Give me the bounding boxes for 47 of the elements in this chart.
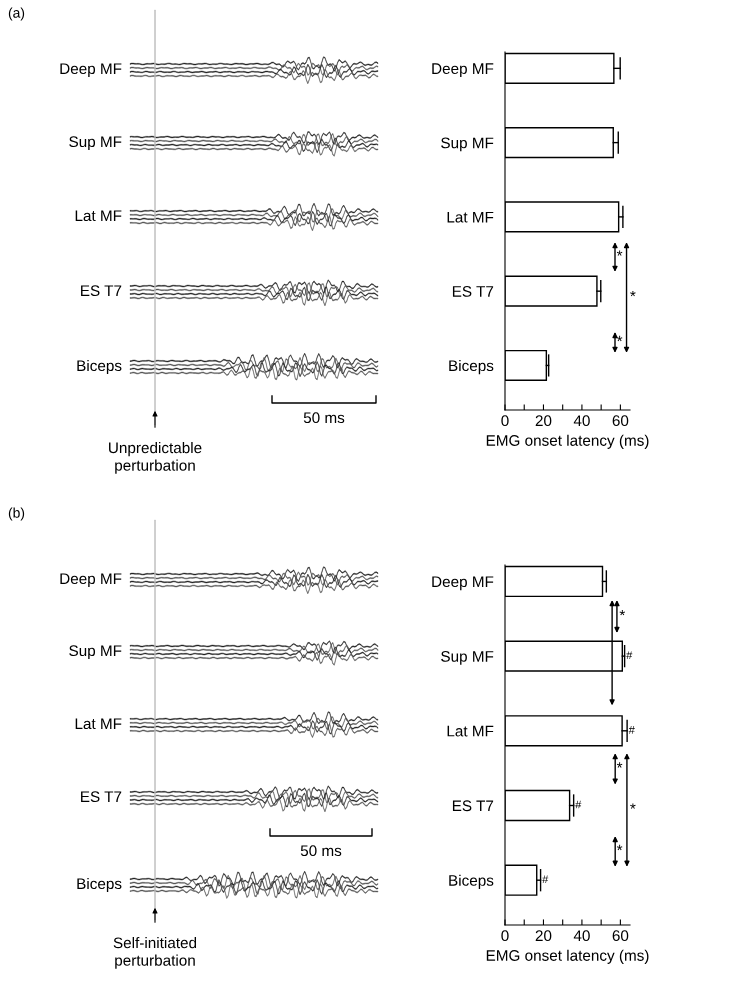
x-tick-label: 40 — [573, 415, 590, 427]
text: Self-initiated perturbation — [113, 937, 197, 969]
text: Unpredictable perturbation — [109, 442, 202, 474]
text: Biceps — [77, 877, 122, 893]
y-tick-label: Biceps — [449, 874, 494, 889]
x-tick-label: 0 — [501, 415, 509, 427]
text: Biceps — [77, 359, 122, 375]
text: Lat MF — [75, 718, 122, 730]
text: Deep MF — [60, 573, 122, 588]
x-tick-label: 0 — [501, 930, 509, 942]
x-tick-label: 40 — [573, 930, 590, 942]
y-tick-label: ES T7 — [452, 800, 494, 812]
y-tick-label: Deep MF — [432, 576, 494, 591]
text: Sup MF — [69, 645, 122, 660]
text: 50 ms — [303, 412, 345, 424]
annotation: # — [628, 726, 635, 734]
y-tick-label: ES T7 — [452, 286, 494, 297]
x-tick-label: 20 — [535, 930, 552, 942]
text: * — [630, 803, 636, 809]
annotation: # — [626, 651, 633, 659]
annotation: # — [542, 875, 549, 884]
annotation: * — [619, 609, 626, 616]
x-tick-label: 60 — [612, 930, 629, 942]
y-tick-label: Lat MF — [447, 211, 494, 223]
text: ES T7 — [81, 791, 122, 803]
x-axis-title: EMG onset latency (ms) — [486, 949, 649, 964]
text: Lat MF — [75, 210, 122, 222]
y-tick-label: Biceps — [449, 359, 494, 375]
text: ES T7 — [81, 285, 122, 297]
y-tick-label: Sup MF — [441, 650, 494, 665]
text: (a) — [8, 7, 25, 21]
y-tick-label: Deep MF — [432, 63, 494, 78]
y-tick-label: Sup MF — [441, 137, 494, 152]
annotation: * — [616, 335, 623, 342]
x-axis-title: EMG onset latency (ms) — [486, 434, 649, 449]
x-tick-label: 20 — [535, 415, 552, 427]
x-tick-label: 60 — [612, 415, 629, 427]
annotation: * — [616, 844, 623, 851]
text: Deep MF — [60, 63, 122, 78]
text: (b) — [8, 507, 25, 521]
text: * — [630, 290, 636, 297]
text: 50 ms — [300, 845, 342, 857]
y-tick-label: Lat MF — [447, 725, 494, 737]
annotation: # — [575, 800, 582, 809]
annotation: * — [616, 762, 623, 768]
text: Sup MF — [69, 136, 122, 151]
annotation: * — [616, 250, 623, 256]
